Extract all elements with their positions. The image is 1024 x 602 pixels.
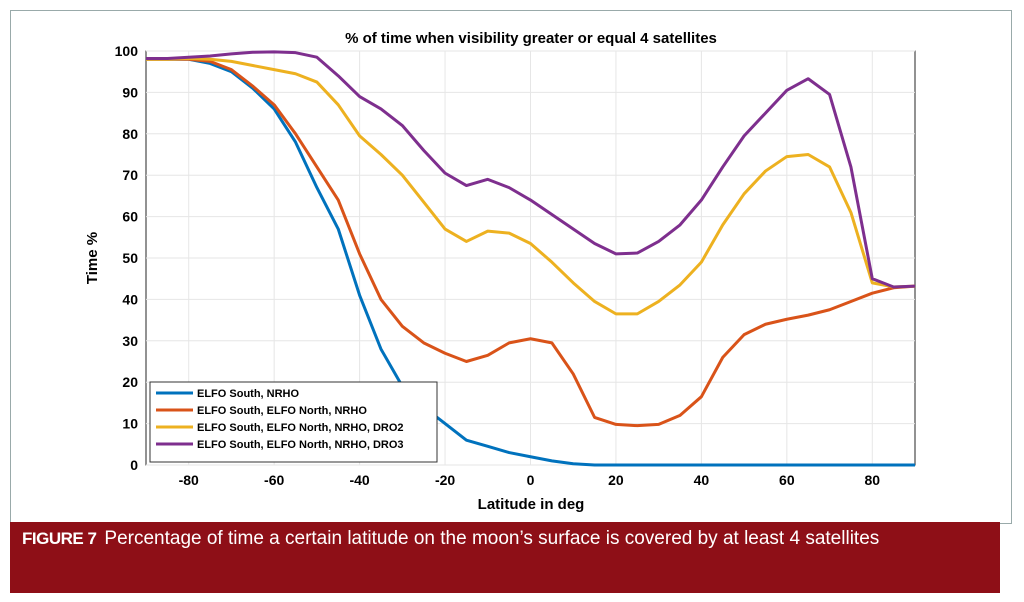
series-line-0 <box>146 57 915 467</box>
y-tick-label: 20 <box>122 374 138 390</box>
line-chart: -80 -60 -40 -20 0 20 40 60 80 0 10 20 30 40 50 60 70 80 90… <box>84 30 916 513</box>
caption-text: Percentage of time a certain latitude on… <box>104 528 880 549</box>
legend-box <box>149 381 438 463</box>
ticks: -80 -60 -40 -20 0 20 40 60 80 0 10 20 30 40 50 60 70 80 90… <box>115 43 881 488</box>
y-tick-label: 80 <box>122 126 138 142</box>
series-line-2 <box>146 56 916 316</box>
y-tick-label: 30 <box>122 333 138 349</box>
legend-entry: ELFO South, ELFO North, NRHO, DRO3 <box>197 439 404 451</box>
x-tick-label: -20 <box>435 472 455 488</box>
x-tick-label: 80 <box>864 472 880 488</box>
x-tick-label: -40 <box>349 472 369 488</box>
x-tick-label: 40 <box>694 472 710 488</box>
x-tick-label: 0 <box>527 472 535 488</box>
figure-frame: -80 -60 -40 -20 0 20 40 60 80 0 10 20 30 40 50 60 70 80 90… <box>10 10 1012 524</box>
series-line-1 <box>146 57 916 428</box>
y-tick-label: 100 <box>115 43 139 59</box>
series-line-3 <box>146 50 916 289</box>
x-axis-label: Latitude in deg <box>478 496 585 513</box>
y-axis-label: Time % <box>84 232 101 284</box>
legend-entry: ELFO South, NRHO <box>197 388 299 400</box>
y-tick-label: 90 <box>122 84 138 100</box>
y-tick-label: 50 <box>122 250 138 266</box>
legend-entry: ELFO South, ELFO North, NRHO <box>197 405 367 417</box>
y-tick-label: 60 <box>122 209 138 225</box>
caption-label: FIGURE 7 <box>22 529 97 548</box>
series-lines <box>146 50 916 467</box>
y-tick-label: 0 <box>130 457 138 473</box>
legend-entry: ELFO South, ELFO North, NRHO, DRO2 <box>197 422 404 434</box>
x-tick-label: -80 <box>179 472 199 488</box>
y-tick-label: 10 <box>122 416 138 432</box>
chart-title: % of time when visibility greater or equ… <box>345 30 717 47</box>
y-tick-label: 40 <box>122 291 138 307</box>
legend: ELFO South, NRHO ELFO South, ELFO North, … <box>149 381 438 463</box>
figure-caption: FIGURE 7 Percentage of time a certain lat… <box>10 522 1000 593</box>
y-tick-label: 70 <box>122 167 138 183</box>
x-tick-label: -60 <box>264 472 284 488</box>
x-tick-label: 60 <box>779 472 795 488</box>
x-tick-label: 20 <box>608 472 624 488</box>
